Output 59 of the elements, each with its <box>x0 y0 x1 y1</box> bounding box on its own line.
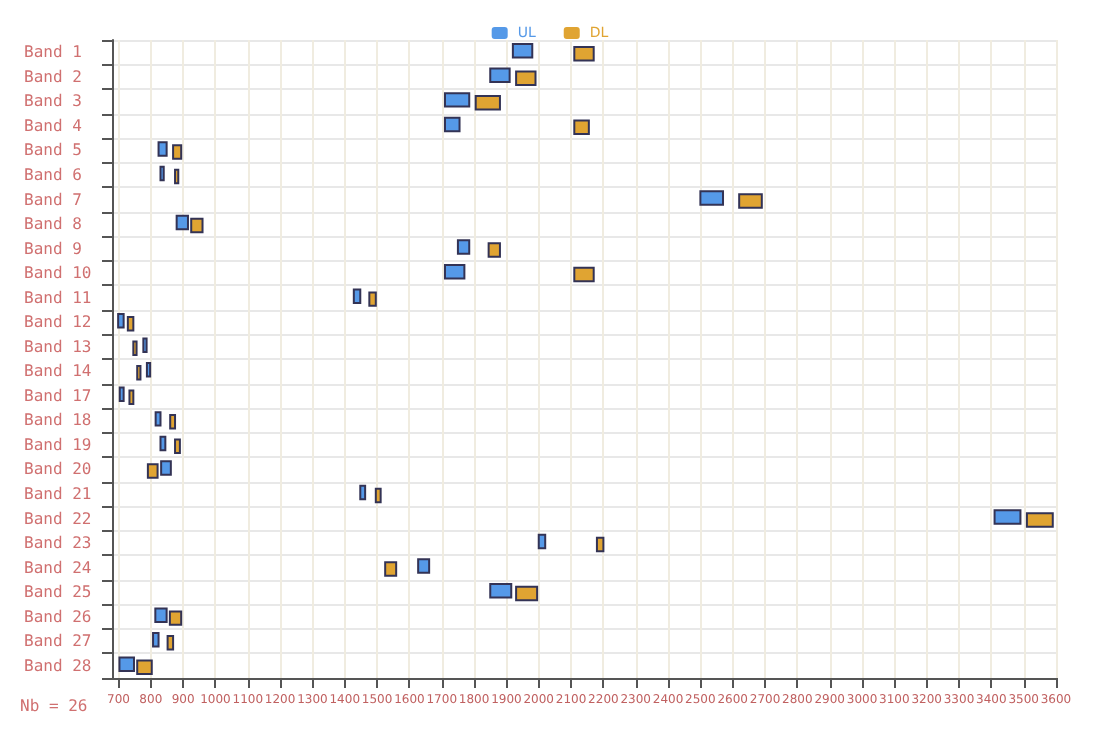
bar <box>699 190 725 206</box>
bar <box>352 288 362 304</box>
y-tick-label: Band 23 <box>24 534 92 553</box>
bar <box>159 435 167 452</box>
y-tick-label: Band 10 <box>24 264 92 283</box>
y-tick-label: Band 18 <box>24 411 92 430</box>
y-tick-label: Band 14 <box>24 362 92 381</box>
bar <box>1025 512 1054 528</box>
bar <box>384 561 398 577</box>
bar <box>537 533 547 550</box>
y-tick-label: Band 6 <box>24 165 83 184</box>
bar <box>169 414 177 430</box>
bar <box>515 70 537 87</box>
bar <box>573 266 595 283</box>
y-tick-label: Band 22 <box>24 509 92 528</box>
bar <box>474 95 501 111</box>
bar <box>417 558 431 574</box>
y-tick-label: Band 21 <box>24 484 92 503</box>
bar <box>166 634 175 651</box>
y-tick-label: Band 2 <box>24 67 83 86</box>
y-tick-label: Band 8 <box>24 215 83 234</box>
bar <box>489 67 511 84</box>
y-tick-label: Band 7 <box>24 190 83 209</box>
bar <box>443 92 471 108</box>
bar <box>573 119 590 136</box>
y-tick-label: Band 13 <box>24 337 92 356</box>
y-tick-label: Band 24 <box>24 558 92 577</box>
y-tick-label: Band 1 <box>24 43 83 62</box>
bar <box>172 144 183 160</box>
bar <box>157 141 168 157</box>
bar <box>374 487 382 504</box>
bar <box>738 193 763 209</box>
y-tick-label: Band 4 <box>24 116 83 135</box>
bar <box>573 45 595 62</box>
y-tick-label: Band 11 <box>24 288 92 307</box>
bar <box>443 116 461 133</box>
bar <box>487 242 501 258</box>
y-tick-label: Band 28 <box>24 656 92 675</box>
y-tick-label: Band 5 <box>24 141 83 160</box>
bar <box>368 291 377 307</box>
y-tick-label: Band 26 <box>24 607 92 626</box>
y-tick-label: Band 12 <box>24 313 92 332</box>
bar <box>993 509 1022 525</box>
bar <box>154 411 162 427</box>
y-tick-label: Band 3 <box>24 92 83 111</box>
y-tick-label: Band 9 <box>24 239 83 258</box>
bar <box>511 43 534 59</box>
y-tick-label: Band 27 <box>24 632 92 651</box>
bar <box>595 536 605 553</box>
bar <box>359 484 367 501</box>
y-tick-label: Band 19 <box>24 435 92 454</box>
bar <box>456 239 471 255</box>
bar <box>443 263 466 280</box>
bar <box>174 438 181 455</box>
text: Nb = 26 <box>20 697 88 715</box>
y-tick-label: Band 25 <box>24 583 92 602</box>
bar <box>152 631 160 648</box>
y-tick-label: Band 17 <box>24 386 92 405</box>
y-tick-label: Band 20 <box>24 460 92 479</box>
